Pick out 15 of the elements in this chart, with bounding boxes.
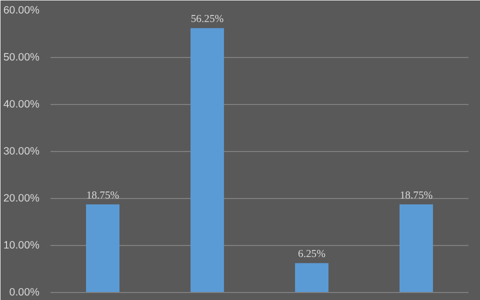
bar bbox=[295, 263, 328, 292]
data-label: 18.75% bbox=[400, 190, 433, 202]
bar bbox=[86, 204, 120, 292]
bar bbox=[190, 28, 224, 292]
y-tick-label: 30.00% bbox=[3, 146, 40, 158]
y-tick-label: 20.00% bbox=[3, 192, 40, 204]
y-tick-label: 40.00% bbox=[3, 98, 40, 110]
y-tick-label: 0.00% bbox=[9, 286, 40, 298]
data-label: 56.25% bbox=[190, 14, 224, 26]
data-label: 6.25% bbox=[298, 249, 326, 260]
y-tick-label: 60.00% bbox=[3, 4, 40, 16]
y-tick-label: 10.00% bbox=[3, 240, 40, 252]
bar bbox=[400, 204, 433, 292]
y-tick-label: 50.00% bbox=[3, 52, 40, 64]
data-label: 18.75% bbox=[86, 190, 120, 202]
